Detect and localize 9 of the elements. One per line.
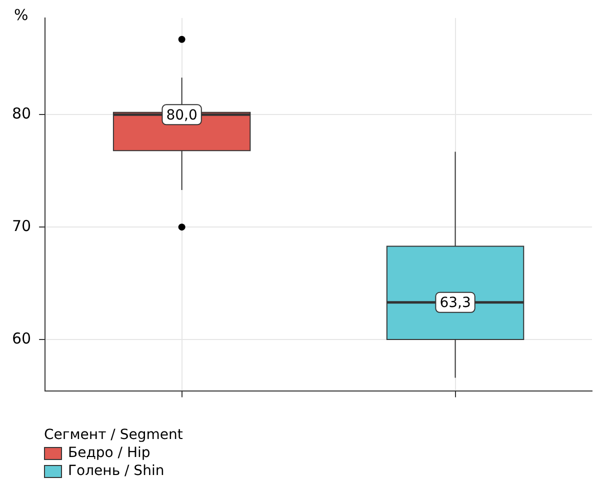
y-tick-label: 60 bbox=[12, 329, 32, 348]
y-axis-title: % bbox=[14, 6, 28, 24]
legend-label: Бедро / Hip bbox=[68, 444, 150, 462]
text: 80,0 bbox=[166, 107, 198, 124]
legend-label: Голень / Shin bbox=[68, 462, 164, 480]
y-tick-label: 80 bbox=[12, 104, 32, 123]
legend-title: Сегмент / Segment bbox=[44, 426, 183, 444]
text: 63,3 bbox=[440, 295, 471, 312]
y-tick-label: 70 bbox=[12, 216, 32, 235]
